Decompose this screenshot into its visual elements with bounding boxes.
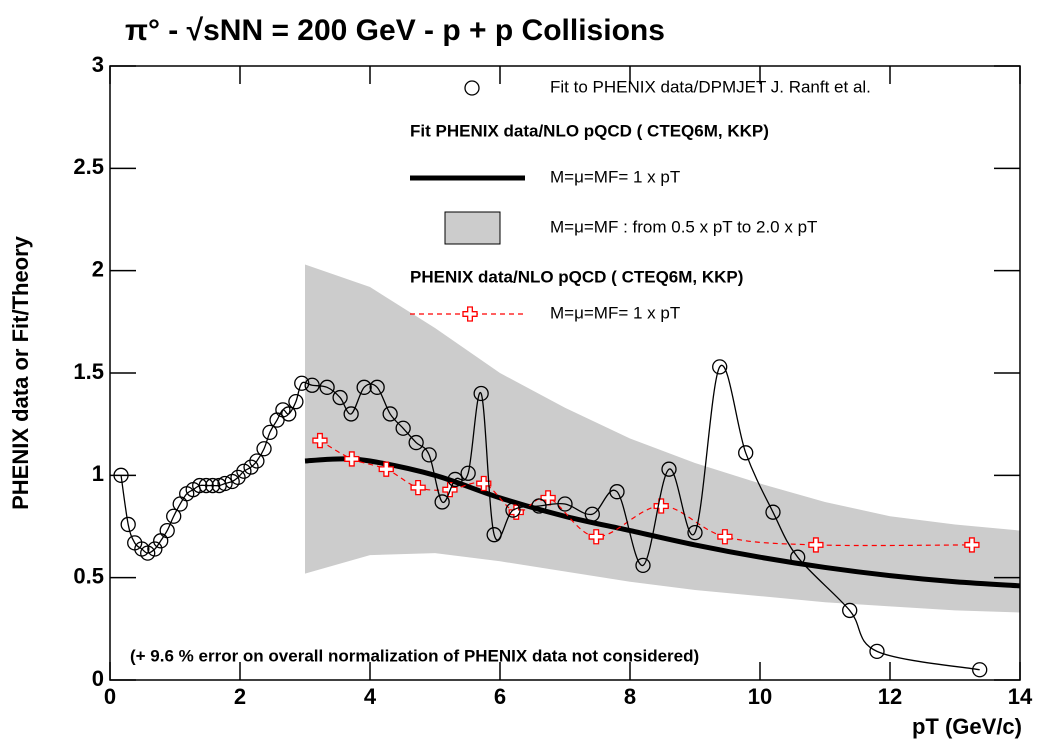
marker [790,549,806,565]
marker [972,662,988,678]
marker [236,463,252,479]
marker [508,504,524,520]
marker [243,459,259,475]
marker [147,541,163,557]
legend-box [444,211,501,245]
marker [281,406,297,422]
marker [738,445,754,461]
marker [609,484,625,500]
marker [198,477,214,494]
marker [712,359,728,375]
marker [217,475,233,492]
marker [166,508,182,524]
marker [319,379,335,395]
marker [192,477,208,494]
marker [120,516,136,533]
marker [343,406,359,422]
marker [408,434,424,451]
marker [312,432,328,449]
marker [378,461,394,477]
marker [410,479,426,496]
y-tick-label: 2.5 [73,154,104,179]
y-tick-label: 2 [92,256,104,281]
marker [964,537,980,553]
marker [304,377,320,393]
marker [356,379,372,395]
marker [653,498,669,514]
marker [447,471,463,488]
legend-header: PHENIX data/NLO pQCD ( CTEQ6M, KKP) [410,267,743,286]
x-tick-label: 8 [624,684,636,709]
marker [635,557,651,574]
marker [687,524,703,541]
marker [505,502,521,518]
marker [344,451,360,467]
y-tick-label: 3 [92,52,104,77]
x-tick-label: 10 [748,684,772,709]
x-tick-label: 12 [878,684,902,709]
y-tick-label: 0.5 [73,563,104,588]
marker [717,529,733,545]
plot-area [113,264,1020,678]
annotation: (+ 9.6 % error on overall normalization … [130,646,699,665]
band [305,264,1020,613]
marker [256,441,272,457]
x-tick-label: 0 [104,684,116,709]
marker [205,477,221,494]
marker [869,643,885,659]
marker [249,453,265,469]
x-tick-label: 14 [1008,684,1033,709]
marker [765,504,781,520]
marker [473,385,489,402]
legend-label: M=μ=MF= 1 x pT [550,167,680,186]
legend-header: Fit PHENIX data/NLO pQCD ( CTEQ6M, KKP) [410,121,769,140]
marker [159,522,175,539]
legend-label: Fit to PHENIX data/DPMJET J. Ranft et al… [550,77,871,96]
marker [421,447,437,463]
marker [808,537,824,553]
marker [842,602,858,619]
marker [434,494,450,510]
marker [288,394,304,410]
marker [531,498,547,514]
marker [460,465,476,481]
x-tick-label: 4 [364,684,377,709]
legend-label: M=μ=MF : from 0.5 x pT to 2.0 x pT [550,217,817,236]
x-axis-label: pT (GeV/c) [912,714,1022,739]
legend-marker [464,80,480,96]
marker [332,389,348,406]
y-tick-label: 1.5 [73,359,104,384]
marker [262,424,278,441]
marker [395,420,411,436]
marker [230,469,246,486]
marker [661,461,677,477]
marker [476,475,492,492]
chart-title: π° - √sNN = 200 GeV - p + p Collisions [125,14,665,47]
y-tick-label: 0 [92,666,104,691]
legend-label: M=μ=MF= 1 x pT [550,303,680,322]
y-axis-label: PHENIX data or Fit/Theory [8,235,33,510]
marker [140,545,156,561]
marker [294,375,310,391]
marker [369,379,385,395]
marker [584,506,600,522]
x-tick-label: 2 [234,684,246,709]
marker [588,529,604,545]
x-tick-label: 6 [494,684,506,709]
marker [462,306,478,322]
line [304,456,1020,589]
marker [557,496,573,512]
marker [486,527,502,543]
y-tick-label: 1 [92,461,104,486]
marker [382,406,398,422]
